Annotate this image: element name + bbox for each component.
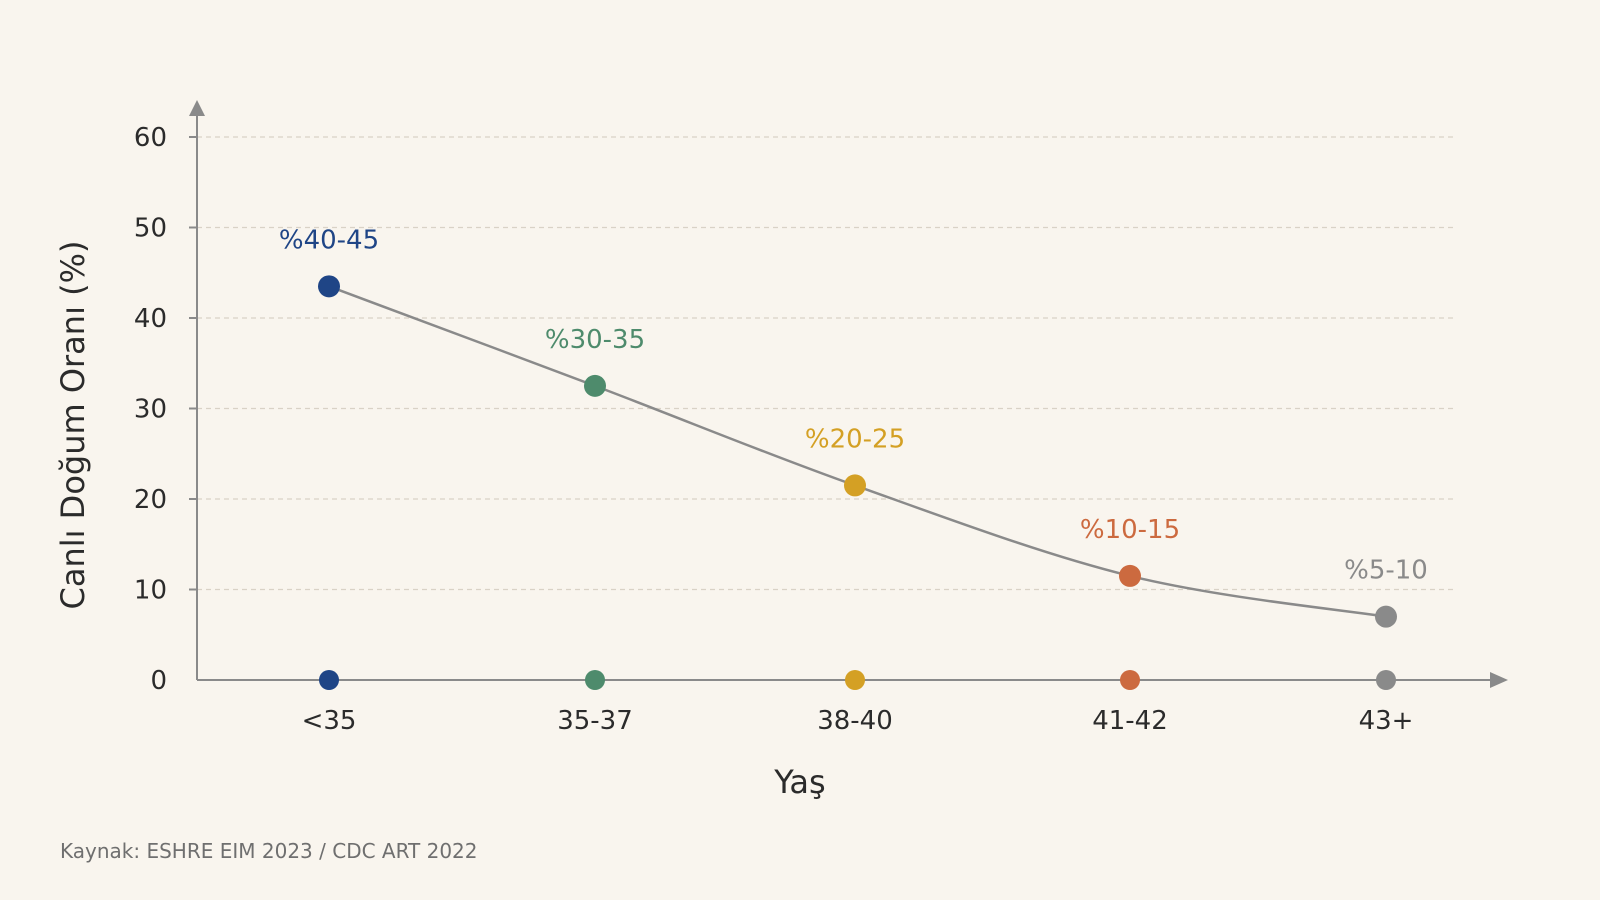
x-tick-label: 43+ [1359,706,1414,736]
data-point [318,275,340,298]
y-tick-label: 30 [134,395,167,425]
data-label: %20-25 [805,424,905,454]
baseline-marker [1376,670,1396,690]
y-axis-arrow [189,100,205,116]
y-tick-label: 0 [150,666,167,696]
x-tick-labels: <35 35-37 38-40 41-42 43+ [302,706,1414,736]
x-axis-title: Yaş [773,763,825,801]
data-point [844,474,866,497]
y-tick-label: 10 [134,576,167,606]
baseline-markers [319,670,1396,690]
y-tick-label: 60 [134,123,167,153]
data-points [318,275,1397,628]
axes [189,100,1508,688]
grid-lines [189,136,1455,591]
source-note: Kaynak: ESHRE EIM 2023 / CDC ART 2022 [60,839,478,863]
y-tick-label: 40 [134,304,167,334]
data-label: %5-10 [1344,556,1428,586]
baseline-marker [585,670,605,690]
x-tick-label: 38-40 [817,706,893,736]
y-tick-label: 50 [134,214,167,244]
x-tick-label: 41-42 [1092,706,1168,736]
y-tick-label: 20 [134,485,167,515]
y-tick-labels: 0 10 20 30 40 50 60 [134,123,167,696]
data-label: %10-15 [1080,515,1180,545]
x-axis-arrow [1490,672,1508,688]
baseline-marker [319,670,339,690]
baseline-marker [845,670,865,690]
y-axis-title: Canlı Doğum Oranı (%) [54,240,92,609]
x-tick-label: <35 [302,706,357,736]
data-point [1119,564,1141,587]
x-tick-label: 35-37 [557,706,633,736]
data-point [1375,605,1397,628]
data-label: %40-45 [279,225,379,255]
data-label: %30-35 [545,325,645,355]
baseline-marker [1120,670,1140,690]
data-labels: %40-45 %30-35 %20-25 %10-15 %5-10 [279,225,1428,585]
data-point [584,374,606,397]
